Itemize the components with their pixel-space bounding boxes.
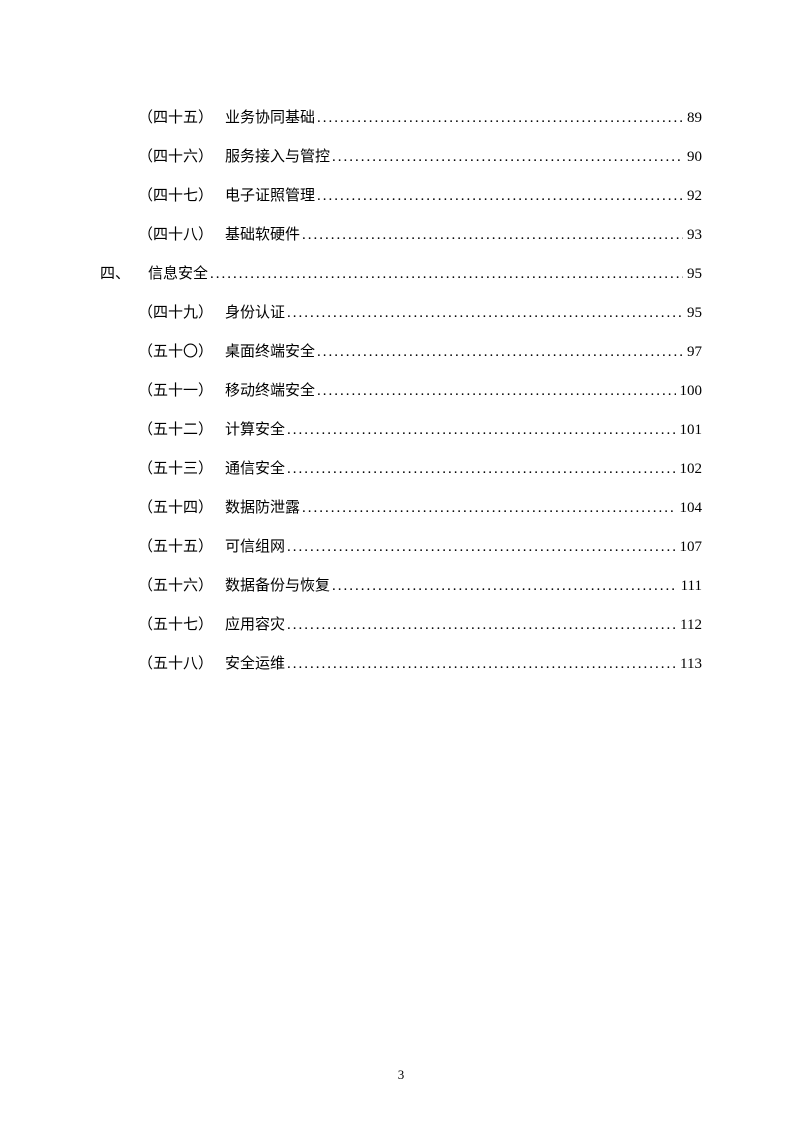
toc-entry: （四十八） 基础软硬件 93 [138,222,702,249]
toc-leader-dots [287,651,676,678]
toc-entry: （五十〇） 桌面终端安全 97 [138,339,702,366]
toc-entry-number: （五十〇） [138,339,213,366]
toc-entry-page: 97 [687,339,702,366]
toc-entry: （五十六） 数据备份与恢复 111 [138,573,702,600]
toc-entry-page: 111 [681,573,702,600]
toc-entry-title: 计算安全 [225,417,285,444]
toc-entry: 四、信息安全 95 [100,261,702,288]
toc-leader-dots [317,339,683,366]
toc-leader-dots [287,456,675,483]
toc-entry-number: （四十八） [138,222,213,249]
toc-entry-page: 104 [680,495,703,522]
toc-entry-number: （四十五） [138,105,213,132]
page-number: 3 [0,1067,802,1083]
toc-entry-title: 应用容灾 [225,612,285,639]
toc-entry-title: 服务接入与管控 [225,144,330,171]
toc-entry-number: （四十七） [138,183,213,210]
toc-entry: （四十九） 身份认证 95 [138,300,702,327]
toc-entry-title: 基础软硬件 [225,222,300,249]
toc-entry-page: 100 [680,378,703,405]
toc-entry-number: 四、 [100,261,130,288]
toc-leader-dots [302,222,683,249]
toc-entry-title: 业务协同基础 [225,105,315,132]
toc-entry-number: （四十六） [138,144,213,171]
toc-entry-page: 90 [687,144,702,171]
toc-leader-dots [287,417,675,444]
toc-leader-dots [317,105,683,132]
toc-leader-dots [287,300,683,327]
toc-entry-number: （五十四） [138,495,213,522]
document-page: （四十五） 业务协同基础 89 （四十六） 服务接入与管控 90 （四十七） 电子证照管理 92… [0,0,802,1133]
toc-entry-number: （五十三） [138,456,213,483]
toc-entry-page: 101 [680,417,703,444]
toc-entry: （五十七） 应用容灾 112 [138,612,702,639]
toc-entry-page: 89 [687,105,702,132]
toc-leader-dots [332,573,677,600]
toc-entry-page: 92 [687,183,702,210]
toc-entry: （四十五） 业务协同基础 89 [138,105,702,132]
toc-leader-dots [317,378,675,405]
toc-entry-title: 身份认证 [225,300,285,327]
toc-entry-page: 95 [687,300,702,327]
toc-entry-title: 可信组网 [225,534,285,561]
toc-entry: （五十四） 数据防泄露 104 [138,495,702,522]
toc-entry-title: 信息安全 [148,261,208,288]
toc-entry-number: （五十五） [138,534,213,561]
toc-entry-title: 数据防泄露 [225,495,300,522]
toc-entry-title: 通信安全 [225,456,285,483]
toc-leader-dots [287,534,675,561]
toc-entry-title: 电子证照管理 [225,183,315,210]
toc-entry: （四十六） 服务接入与管控 90 [138,144,702,171]
toc-leader-dots [287,612,676,639]
toc-entry-page: 112 [680,612,702,639]
toc-entry: （五十一） 移动终端安全 100 [138,378,702,405]
toc-entry-number: （五十六） [138,573,213,600]
table-of-contents: （四十五） 业务协同基础 89 （四十六） 服务接入与管控 90 （四十七） 电子证照管理 92… [100,105,702,678]
toc-leader-dots [210,261,683,288]
toc-entry-page: 93 [687,222,702,249]
toc-entry-title: 移动终端安全 [225,378,315,405]
toc-entry-number: （五十七） [138,612,213,639]
toc-entry: （五十八） 安全运维 113 [138,651,702,678]
toc-entry-title: 数据备份与恢复 [225,573,330,600]
toc-entry-number: （五十一） [138,378,213,405]
toc-entry-number: （五十二） [138,417,213,444]
toc-entry: （四十七） 电子证照管理 92 [138,183,702,210]
toc-entry-title: 桌面终端安全 [225,339,315,366]
toc-entry-page: 107 [680,534,703,561]
toc-entry-title: 安全运维 [225,651,285,678]
toc-entry: （五十五） 可信组网 107 [138,534,702,561]
toc-entry-number: （五十八） [138,651,213,678]
toc-entry-page: 95 [687,261,702,288]
toc-entry-page: 102 [680,456,703,483]
toc-leader-dots [332,144,683,171]
toc-entry-number: （四十九） [138,300,213,327]
toc-leader-dots [317,183,683,210]
toc-entry: （五十三） 通信安全 102 [138,456,702,483]
toc-leader-dots [302,495,675,522]
toc-entry-page: 113 [680,651,702,678]
toc-entry: （五十二） 计算安全 101 [138,417,702,444]
